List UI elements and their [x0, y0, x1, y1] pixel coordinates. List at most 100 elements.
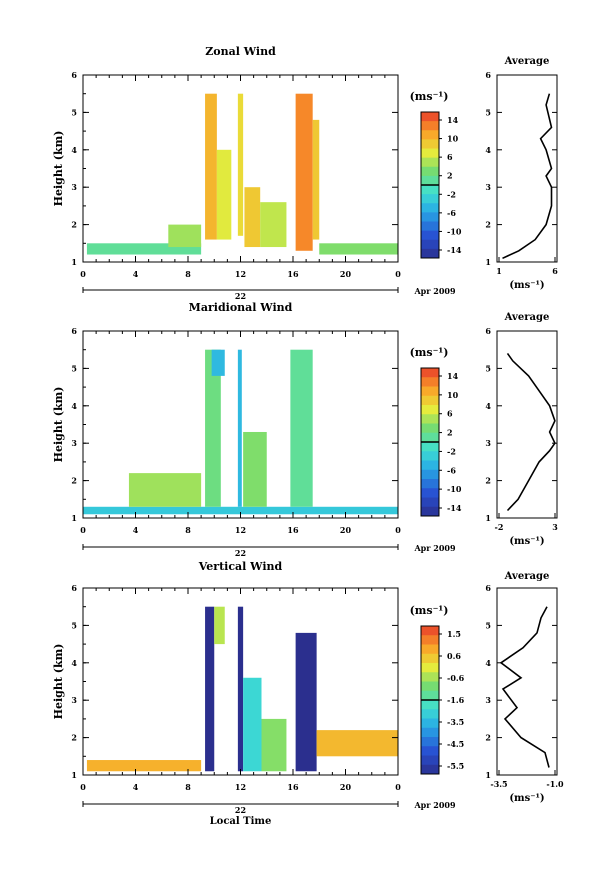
date-month-label: Apr 2009 [413, 543, 456, 553]
heatmap-cell [243, 677, 262, 772]
x-tick-label: 4 [133, 782, 139, 792]
y-tick-label: 4 [71, 401, 77, 411]
colorbar-segment [421, 386, 439, 397]
average-x-tick-label: -3.5 [490, 779, 507, 789]
heatmap-cell [211, 349, 225, 376]
date-day-label: 22 [235, 291, 246, 301]
average-y-tick-label: 5 [485, 107, 491, 117]
colorbar-segment [421, 635, 439, 645]
average-y-tick-label: 5 [485, 363, 491, 373]
heatmap-cell [290, 349, 313, 507]
y-tick-label: 2 [71, 220, 77, 230]
heatmap-cell [295, 93, 313, 251]
heatmap-cell [295, 632, 317, 772]
colorbar-segment [421, 414, 439, 424]
y-tick-label: 6 [71, 583, 77, 593]
date-day-label: 22 [235, 548, 246, 558]
y-tick-label: 3 [71, 438, 77, 448]
heatmap-cell [86, 760, 202, 772]
x-tick-label: 12 [235, 525, 246, 535]
heatmap-cell [205, 349, 221, 507]
average-y-tick-label: 1 [485, 770, 491, 780]
x-tick-label: 20 [340, 525, 352, 535]
colorbar-tick-label: 2 [447, 428, 453, 438]
colorbar-segment [421, 239, 439, 250]
heatmap-cell [214, 606, 225, 645]
average-x-tick-label: 1 [496, 266, 502, 276]
average-y-tick-label: 4 [485, 145, 491, 155]
colorbar-segment [421, 442, 439, 452]
average-unit: (ms⁻¹) [509, 280, 544, 291]
average-y-tick-label: 4 [485, 658, 491, 668]
y-tick-label: 5 [71, 363, 77, 373]
average-x-tick-label: -2 [495, 522, 504, 532]
colorbar-segment [421, 460, 439, 471]
average-frame [496, 330, 558, 519]
x-tick-label: 4 [133, 269, 139, 279]
heatmap-cell [319, 243, 398, 255]
heatmap-cell [237, 349, 242, 507]
colorbar-segment [421, 377, 439, 387]
heatmap-cell [312, 119, 320, 240]
colorbar-tick-label: -3.5 [447, 717, 464, 727]
colorbar-segment [421, 175, 439, 186]
colorbar-segment [421, 139, 439, 149]
average-y-tick-label: 3 [485, 695, 491, 705]
panel-title: Maridional Wind [189, 301, 293, 314]
y-tick-label: 6 [71, 70, 77, 80]
average-x-tick-label: 6 [552, 266, 558, 276]
colorbar-unit: (ms⁻¹) [410, 90, 449, 103]
colorbar-tick-label: -10 [447, 484, 462, 494]
date-month-label: Apr 2009 [413, 286, 456, 296]
x-tick-label: 0 [395, 269, 401, 279]
average-x-tick-label: -1.0 [546, 779, 564, 789]
y-axis-label: Height (km) [52, 131, 65, 207]
colorbar-tick-label: 2 [447, 171, 453, 181]
colorbar-tick-label: -10 [447, 226, 462, 236]
colorbar-segment [421, 395, 439, 406]
colorbar-segment [421, 405, 439, 415]
average-y-tick-label: 5 [485, 620, 491, 630]
colorbar-tick-label: -2 [447, 189, 456, 199]
colorbar-tick-label: 14 [447, 371, 459, 381]
heatmap-cell [216, 149, 232, 240]
colorbar-segment [421, 479, 439, 489]
average-profile-line [499, 606, 550, 768]
panel-title: Zonal Wind [205, 45, 276, 58]
colorbar-segment [421, 718, 439, 729]
average-profile-line [506, 352, 556, 512]
colorbar-segment [421, 194, 439, 204]
colorbar-segment [421, 451, 439, 461]
average-unit: (ms⁻¹) [509, 536, 544, 547]
colorbar-tick-label: -14 [447, 245, 462, 255]
x-tick-label: 0 [80, 525, 86, 535]
average-frame [496, 587, 558, 776]
average-title: Average [504, 571, 550, 582]
colorbar-segment [421, 672, 439, 682]
colorbar-segment [421, 203, 439, 213]
average-y-tick-label: 4 [485, 401, 491, 411]
heatmap-cell [83, 506, 398, 515]
y-tick-label: 1 [71, 257, 77, 267]
x-tick-label: 8 [185, 525, 191, 535]
colorbar-segment [421, 221, 439, 232]
heatmap-cell [244, 187, 261, 248]
heatmap-cell [316, 730, 398, 757]
average-y-tick-label: 6 [485, 326, 491, 336]
colorbar-segment [421, 709, 439, 719]
colorbar-segment [421, 746, 439, 756]
colorbar-segment [421, 755, 439, 766]
colorbar-tick-label: 10 [447, 390, 459, 400]
y-axis-label: Height (km) [52, 387, 65, 463]
average-profile-line [502, 93, 553, 260]
average-y-tick-label: 3 [485, 182, 491, 192]
y-axis-label: Height (km) [52, 644, 65, 720]
colorbar-segment [421, 248, 439, 259]
x-tick-label: 12 [235, 269, 246, 279]
x-tick-label: 0 [395, 782, 401, 792]
average-y-tick-label: 2 [485, 733, 491, 743]
heatmap-cell [128, 473, 202, 507]
average-y-tick-label: 1 [485, 257, 491, 267]
colorbar-segment [421, 626, 439, 636]
